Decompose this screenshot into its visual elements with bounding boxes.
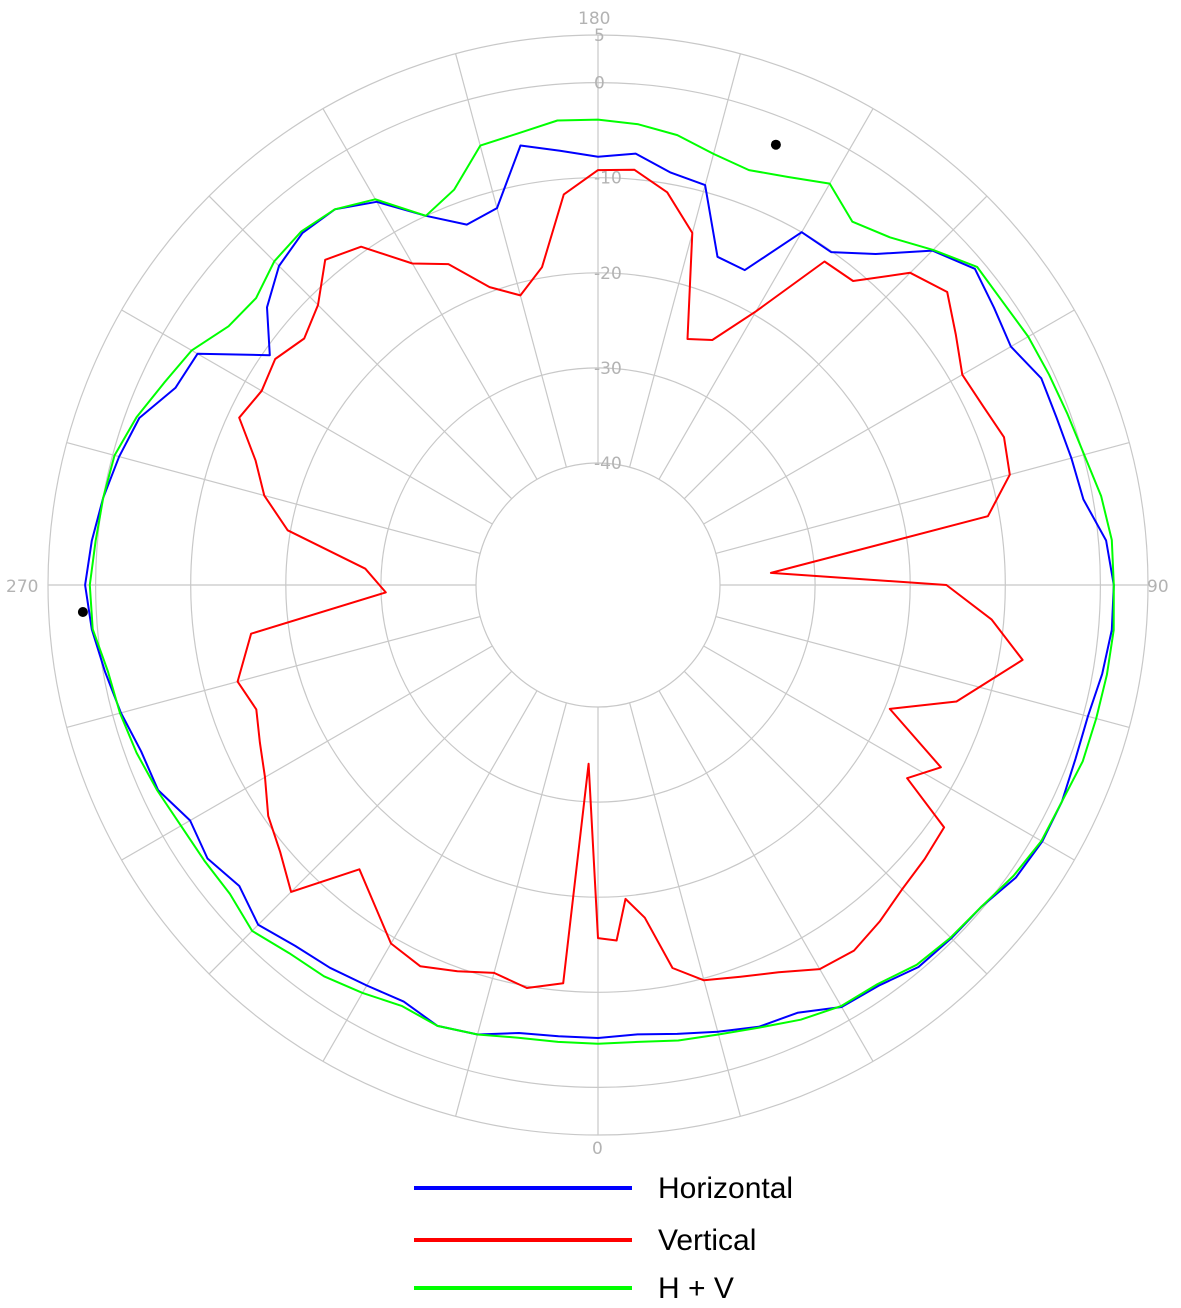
grid-spoke bbox=[322, 690, 538, 1062]
tick-labels: 5 0 -10 -20 -30 -40 180 90 0 270 bbox=[6, 9, 1169, 1159]
radial-tick-label: -40 bbox=[594, 454, 622, 474]
grid-spoke bbox=[121, 309, 493, 525]
marker-dot bbox=[770, 139, 781, 150]
grid-spoke bbox=[322, 108, 538, 480]
grid-spoke bbox=[683, 670, 988, 975]
grid-spoke bbox=[66, 616, 481, 728]
grid-spoke bbox=[629, 702, 741, 1117]
series-line bbox=[236, 168, 1024, 989]
radial-tick-label: -20 bbox=[594, 264, 622, 284]
legend-label: Vertical bbox=[658, 1224, 756, 1257]
grid-spoke bbox=[66, 442, 481, 554]
radial-tick-label: 0 bbox=[594, 74, 605, 94]
grid-spoke bbox=[658, 690, 874, 1062]
radial-tick-label: -10 bbox=[594, 169, 622, 189]
grid-spoke bbox=[715, 616, 1130, 728]
grid-spoke bbox=[703, 645, 1075, 861]
grid-spoke bbox=[715, 442, 1130, 554]
grid-ring bbox=[475, 462, 721, 708]
polar-grid bbox=[47, 34, 1149, 1136]
grid-spoke bbox=[658, 108, 874, 480]
grid-spoke bbox=[455, 702, 567, 1117]
angle-tick-label: 180 bbox=[578, 9, 610, 29]
grid-spoke bbox=[208, 195, 513, 500]
marker-dot bbox=[77, 607, 88, 617]
angle-tick-label: 0 bbox=[592, 1139, 603, 1159]
marker-layer bbox=[77, 139, 781, 617]
grid-spoke bbox=[208, 670, 513, 975]
grid-spoke bbox=[629, 53, 741, 468]
grid-spoke bbox=[121, 645, 493, 861]
radial-tick-label: -30 bbox=[594, 359, 622, 379]
angle-tick-label: 90 bbox=[1147, 577, 1169, 597]
legend-label: Horizontal bbox=[658, 1172, 793, 1205]
legend: Horizontal Vertical H + V bbox=[414, 1172, 793, 1305]
grid-spoke bbox=[455, 53, 567, 468]
angle-tick-label: 270 bbox=[6, 577, 38, 597]
series-line bbox=[88, 118, 1115, 1045]
series-layer bbox=[84, 118, 1115, 1045]
grid-spoke bbox=[683, 195, 988, 500]
grid-spoke bbox=[703, 309, 1075, 525]
radial-tick-label: 5 bbox=[594, 26, 605, 46]
legend-label: H + V bbox=[658, 1272, 734, 1305]
